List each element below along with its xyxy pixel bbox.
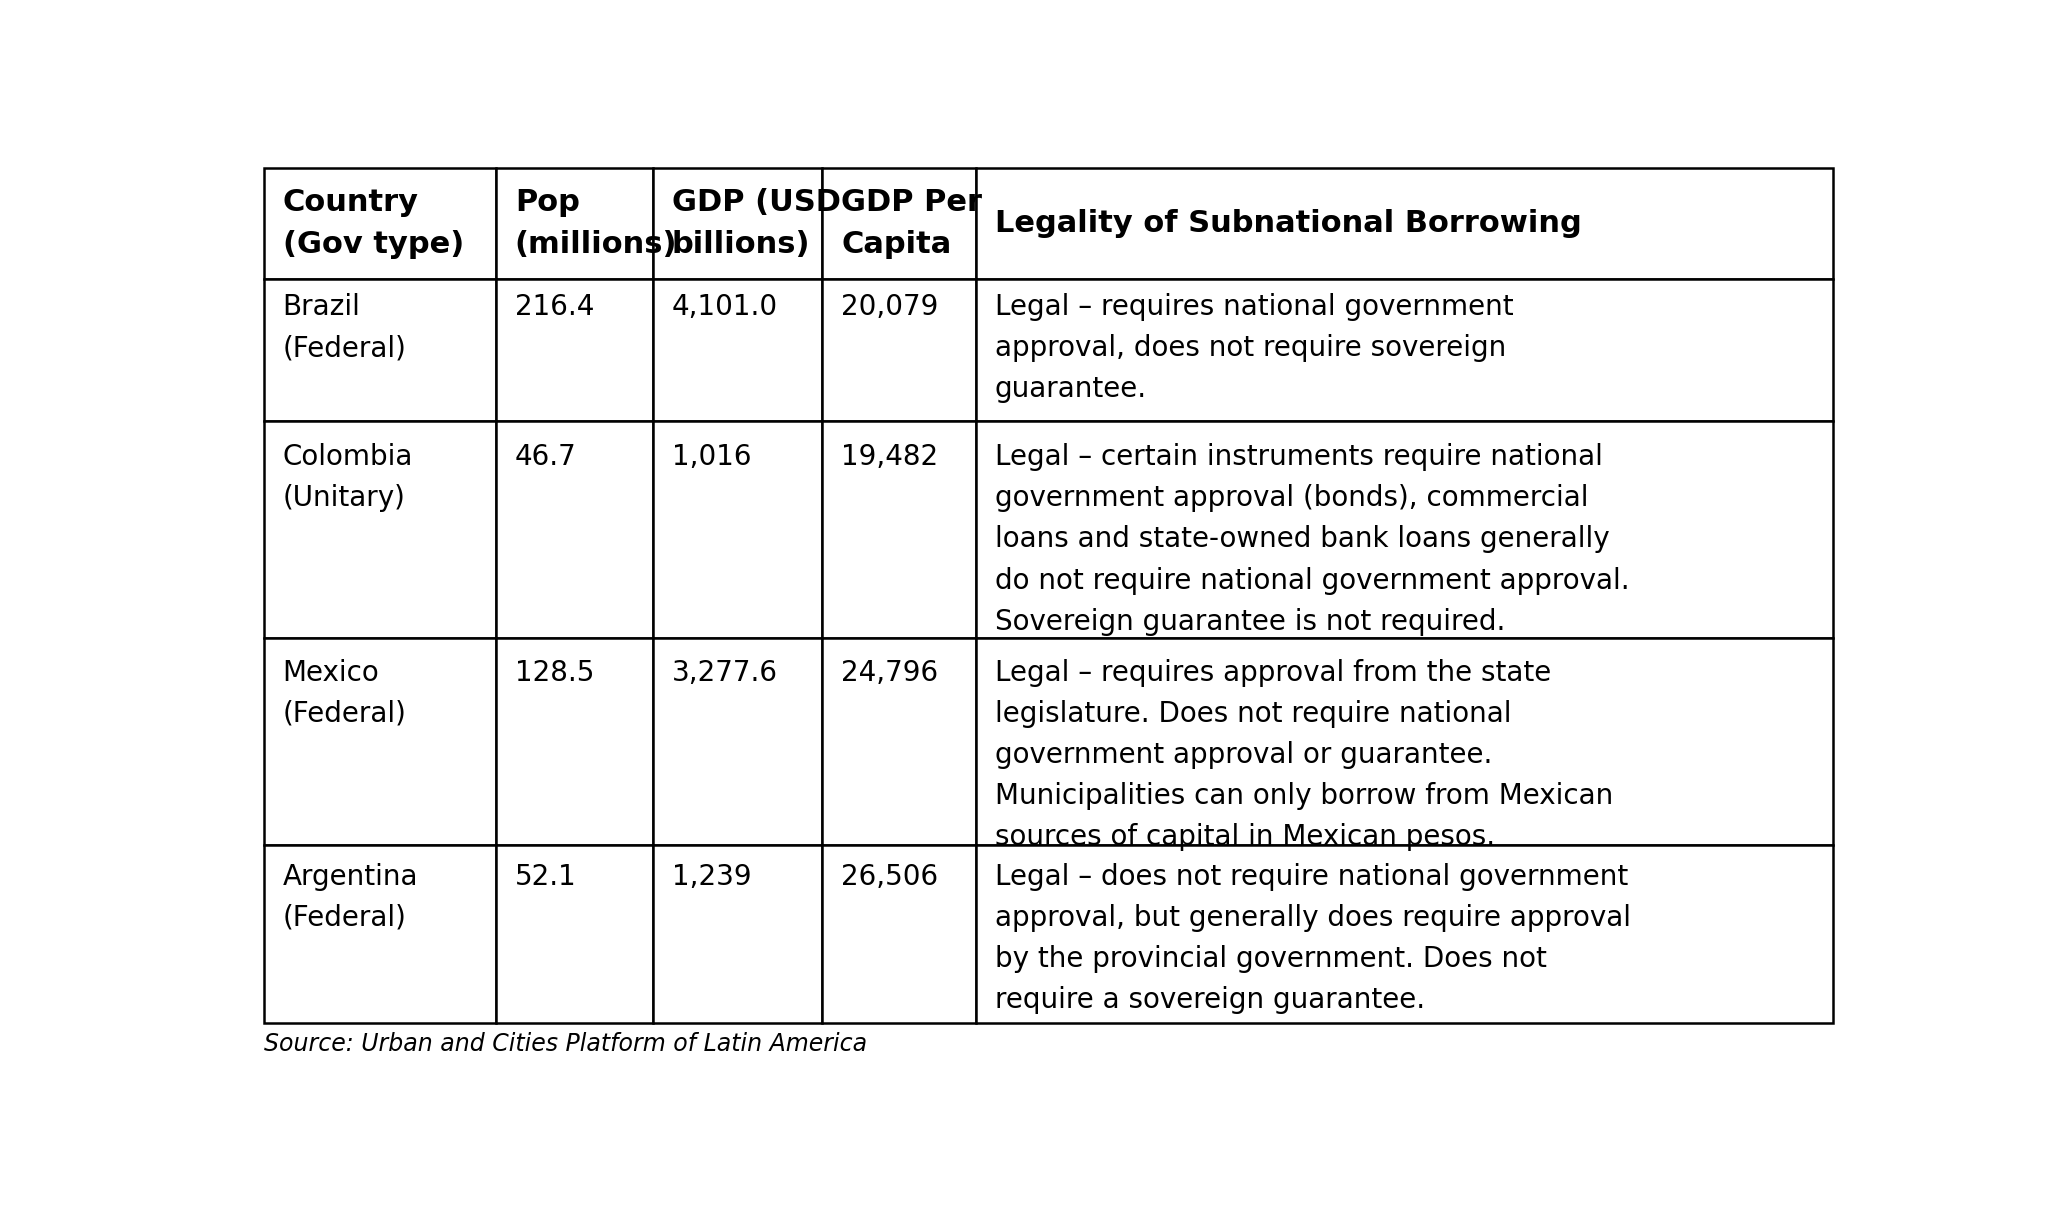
Text: 20,079: 20,079: [840, 293, 939, 321]
Bar: [264, 845, 495, 1024]
Bar: [264, 639, 495, 845]
Text: Brazil
(Federal): Brazil (Federal): [282, 293, 407, 362]
Text: 1,239: 1,239: [671, 863, 751, 891]
Text: Legal – requires approval from the state
legislature. Does not require national
: Legal – requires approval from the state…: [996, 659, 1614, 851]
Text: 26,506: 26,506: [840, 863, 939, 891]
Bar: [264, 421, 495, 639]
Text: 216.4: 216.4: [515, 293, 595, 321]
Text: Legal – certain instruments require national
government approval (bonds), commer: Legal – certain instruments require nati…: [996, 443, 1630, 636]
Text: Legality of Subnational Borrowing: Legality of Subnational Borrowing: [996, 209, 1581, 238]
Text: 46.7: 46.7: [515, 443, 577, 471]
Bar: [822, 845, 975, 1024]
Text: 52.1: 52.1: [515, 863, 577, 891]
Text: GDP Per
Capita: GDP Per Capita: [840, 187, 982, 260]
Bar: [652, 168, 822, 279]
Bar: [652, 845, 822, 1024]
Bar: [975, 168, 1832, 279]
Text: Colombia
(Unitary): Colombia (Unitary): [282, 443, 413, 512]
Bar: [822, 639, 975, 845]
Text: 4,101.0: 4,101.0: [671, 293, 777, 321]
Bar: [495, 639, 652, 845]
Text: Source: Urban and Cities Platform of Latin America: Source: Urban and Cities Platform of Lat…: [264, 1032, 867, 1056]
Text: 3,277.6: 3,277.6: [671, 659, 777, 687]
Text: Legal – does not require national government
approval, but generally does requir: Legal – does not require national govern…: [996, 863, 1632, 1014]
Text: Mexico
(Federal): Mexico (Federal): [282, 659, 407, 728]
Text: Pop
(millions): Pop (millions): [515, 187, 677, 260]
Bar: [822, 279, 975, 421]
Text: 19,482: 19,482: [840, 443, 939, 471]
Text: Country
(Gov type): Country (Gov type): [282, 187, 464, 260]
Bar: [975, 845, 1832, 1024]
Bar: [652, 421, 822, 639]
Bar: [652, 279, 822, 421]
Bar: [495, 279, 652, 421]
Bar: [264, 168, 495, 279]
Text: GDP (USD
billions): GDP (USD billions): [671, 187, 840, 260]
Text: 128.5: 128.5: [515, 659, 595, 687]
Bar: [822, 168, 975, 279]
Bar: [975, 639, 1832, 845]
Bar: [264, 279, 495, 421]
Bar: [975, 421, 1832, 639]
Text: 1,016: 1,016: [671, 443, 751, 471]
Bar: [495, 421, 652, 639]
Bar: [975, 279, 1832, 421]
Bar: [652, 639, 822, 845]
Bar: [495, 168, 652, 279]
Text: Argentina
(Federal): Argentina (Federal): [282, 863, 417, 932]
Text: 24,796: 24,796: [840, 659, 939, 687]
Bar: [495, 845, 652, 1024]
Bar: [822, 421, 975, 639]
Text: Legal – requires national government
approval, does not require sovereign
guaran: Legal – requires national government app…: [996, 293, 1513, 403]
